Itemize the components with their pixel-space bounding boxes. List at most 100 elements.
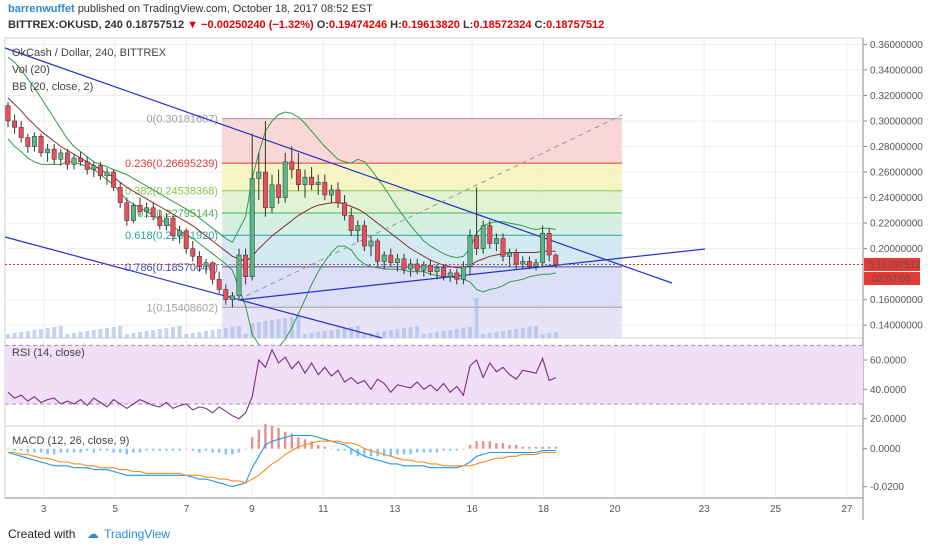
lower-channel-line[interactable] bbox=[4, 236, 383, 339]
candle-body bbox=[25, 137, 31, 147]
price-tick-label: 0.36000000 bbox=[870, 40, 923, 51]
open-value: 0.19474246 bbox=[328, 19, 388, 31]
candle-body bbox=[12, 120, 18, 128]
candle-body bbox=[553, 254, 559, 265]
volume-bar bbox=[448, 330, 453, 338]
time-tick-label: 20 bbox=[609, 504, 621, 515]
volume-bar bbox=[39, 329, 43, 338]
time-tick-label: 23 bbox=[699, 504, 711, 515]
macd-histogram-bar bbox=[396, 448, 399, 455]
volume-bar bbox=[553, 332, 558, 338]
fib-level-label: 0.382(0.24538368) bbox=[125, 186, 218, 198]
time-tick-label: 9 bbox=[249, 504, 255, 515]
volume-bar bbox=[171, 327, 175, 338]
tradingview-logo-icon[interactable]: ☁ bbox=[86, 527, 99, 541]
macd-histogram-bar bbox=[429, 448, 432, 453]
candle-body bbox=[388, 254, 394, 263]
candle-body bbox=[210, 262, 216, 280]
volume-bars bbox=[6, 298, 558, 338]
publish-line: barrenwuffet published on TradingView.co… bbox=[8, 3, 373, 15]
tradingview-link[interactable]: TradingView bbox=[104, 527, 171, 541]
fib-zone bbox=[222, 212, 622, 236]
macd-histogram-bar bbox=[455, 448, 458, 451]
time-tick-label: 16 bbox=[467, 504, 479, 515]
volume-bar bbox=[435, 332, 439, 338]
candle-body bbox=[18, 127, 24, 138]
macd-histogram-bar bbox=[482, 441, 485, 449]
rsi-tick-label: 40.0000 bbox=[870, 385, 907, 396]
macd-histogram-bar bbox=[112, 448, 115, 453]
time-badge bbox=[864, 271, 920, 285]
volume-bar bbox=[210, 330, 215, 338]
macd-histogram-bar bbox=[389, 448, 392, 457]
macd-histogram-bar bbox=[92, 448, 95, 453]
macd-pane[interactable] bbox=[4, 425, 864, 499]
macd-histogram-bar bbox=[515, 444, 518, 449]
trend-lines[interactable] bbox=[4, 47, 706, 339]
macd-histogram-bar bbox=[284, 431, 287, 449]
candle-body bbox=[256, 171, 262, 179]
macd-histogram-bar bbox=[303, 439, 307, 449]
candle-body bbox=[130, 204, 136, 221]
candle-body bbox=[262, 171, 268, 209]
volume-bar bbox=[540, 334, 545, 338]
candle-body bbox=[51, 148, 57, 160]
candle-body bbox=[157, 216, 163, 226]
macd-histogram-bar bbox=[152, 448, 155, 451]
candle-body bbox=[427, 264, 433, 272]
upper-trend-line[interactable] bbox=[4, 47, 673, 284]
candle-body bbox=[381, 254, 387, 262]
macd-histogram-bar bbox=[409, 448, 412, 455]
candle-body bbox=[408, 263, 414, 270]
candle-body bbox=[58, 152, 64, 160]
time-tick-label: 18 bbox=[538, 504, 550, 515]
macd-histogram-bar bbox=[224, 448, 227, 455]
candle-body bbox=[249, 178, 255, 277]
volume-bar bbox=[124, 334, 129, 338]
fib-diagonal-line[interactable] bbox=[237, 114, 623, 301]
low-label: L: bbox=[462, 19, 474, 31]
price-axis-labels: 0.36000000 0.34000000 0.32000000 0.30000000… bbox=[863, 40, 923, 493]
macd-histogram-bar bbox=[277, 427, 280, 449]
candle-body bbox=[177, 230, 183, 237]
time-axis-labels: 3 5 7 9 11 13 16 18 20 23 25 27 bbox=[41, 504, 853, 515]
rsi-series bbox=[5, 344, 863, 420]
macd-histogram-bar bbox=[53, 448, 56, 455]
candle-body bbox=[150, 207, 156, 217]
candle-body bbox=[500, 238, 506, 257]
candle-body bbox=[546, 233, 552, 256]
macd-histogram-bar bbox=[158, 448, 161, 451]
volume-bar bbox=[487, 333, 492, 338]
candle-body bbox=[322, 182, 328, 196]
time-tick-label: 7 bbox=[184, 504, 190, 515]
candle-body bbox=[170, 217, 176, 237]
volume-bar bbox=[105, 328, 109, 338]
macd-histogram-bar bbox=[343, 448, 346, 451]
candle-body bbox=[243, 254, 249, 277]
volume-bar bbox=[217, 329, 222, 338]
fib-zone-below bbox=[222, 307, 622, 338]
volume-bar bbox=[223, 328, 228, 338]
macd-histogram-bar bbox=[257, 429, 260, 449]
macd-histogram-bar bbox=[119, 448, 122, 453]
fibonacci-retracement[interactable]: 0(0.30181687)0.236(0.26695239)0.382(0.24… bbox=[125, 114, 622, 338]
candle-body bbox=[31, 136, 37, 147]
candle-body bbox=[480, 225, 486, 249]
author-link[interactable]: barrenwuffet bbox=[8, 3, 75, 15]
volume-bar bbox=[32, 330, 37, 338]
macd-histogram-bar bbox=[59, 448, 62, 453]
volume-bar bbox=[402, 328, 406, 338]
macd-histogram-bar bbox=[171, 448, 175, 451]
price-tick-label: 0.24000000 bbox=[870, 193, 923, 204]
high-label: H: bbox=[390, 19, 402, 31]
macd-histogram-bar bbox=[422, 448, 425, 453]
candle-body bbox=[216, 279, 222, 290]
macd-histogram-bar bbox=[13, 448, 16, 451]
candle-body bbox=[513, 252, 519, 265]
volume-bar bbox=[230, 327, 235, 338]
volume-bar bbox=[534, 326, 538, 338]
volume-bar bbox=[250, 323, 255, 338]
volume-bar bbox=[65, 334, 70, 338]
support-trend-line[interactable] bbox=[237, 248, 706, 301]
